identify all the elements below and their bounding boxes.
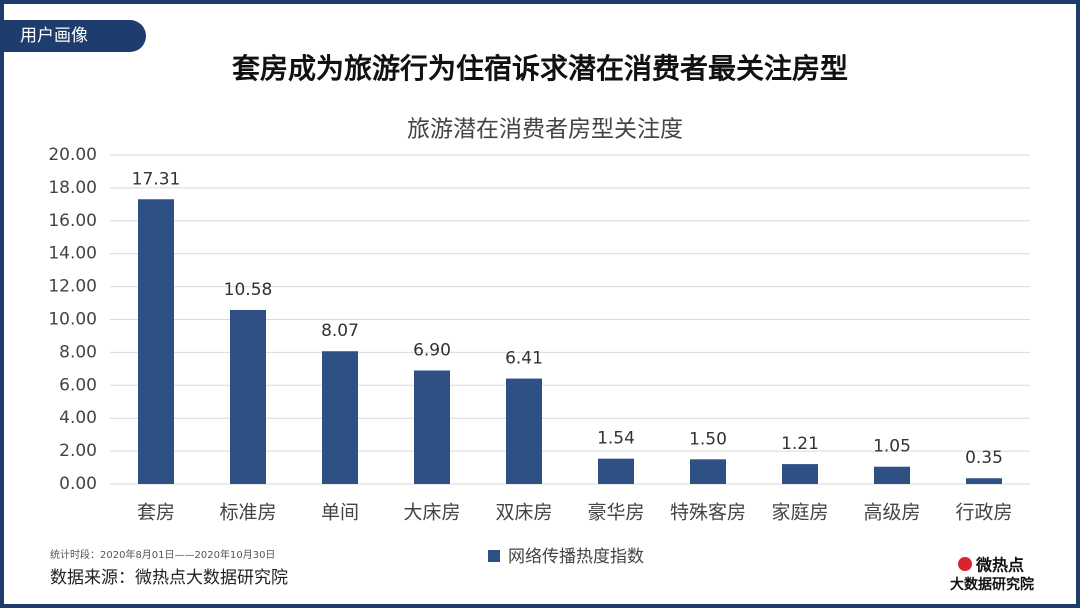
value-label: 10.58	[224, 280, 273, 300]
y-tick-label: 14.00	[48, 244, 97, 264]
legend-swatch	[488, 550, 500, 562]
value-label: 1.54	[597, 429, 635, 449]
x-tick-label: 高级房	[863, 502, 920, 524]
value-label: 0.35	[965, 448, 1003, 468]
bar	[230, 309, 266, 484]
y-tick-label: 10.00	[48, 310, 97, 330]
y-tick-label: 2.00	[59, 441, 97, 461]
x-tick-label: 标准房	[219, 502, 276, 524]
y-tick-label: 16.00	[48, 211, 97, 231]
bar	[598, 458, 634, 484]
period: 统计时段：2020年8月01日——2020年10月30日	[50, 548, 275, 561]
y-tick-label: 6.00	[59, 375, 97, 395]
value-label: 6.90	[413, 340, 451, 360]
value-label: 8.07	[321, 321, 359, 341]
x-tick-label: 家庭房	[771, 502, 828, 524]
tag-bg	[2, 20, 146, 52]
value-label: 17.31	[132, 169, 181, 189]
bar	[874, 466, 910, 484]
value-label: 6.41	[505, 349, 543, 369]
y-tick-label: 12.00	[48, 277, 97, 297]
x-tick-label: 豪华房	[587, 502, 644, 524]
page-title: 套房成为旅游行为住宿诉求潜在消费者最关注房型	[232, 52, 848, 85]
y-tick-label: 18.00	[48, 178, 97, 198]
bar	[506, 378, 542, 484]
x-tick-label: 行政房	[955, 502, 1012, 524]
y-tick-label: 0.00	[59, 474, 97, 494]
y-tick-label: 8.00	[59, 342, 97, 362]
bar	[322, 351, 358, 484]
value-label: 1.21	[781, 434, 819, 454]
bar	[138, 199, 174, 485]
y-tick-label: 20.00	[48, 145, 97, 165]
bar	[690, 459, 726, 484]
logo-bottom: 大数据研究院	[950, 576, 1034, 593]
logo-icon	[958, 557, 972, 571]
bar	[782, 464, 818, 484]
tag: 用户画像	[20, 26, 88, 46]
x-tick-label: 特殊客房	[670, 502, 746, 524]
bar	[966, 478, 1002, 484]
value-label: 1.05	[873, 437, 911, 457]
x-tick-label: 大床房	[403, 502, 460, 524]
x-tick-label: 双床房	[495, 502, 552, 524]
x-tick-label: 单间	[321, 502, 359, 524]
chart-title: 旅游潜在消费者房型关注度	[407, 117, 683, 143]
value-label: 1.50	[689, 429, 727, 449]
logo-top: 微热点	[975, 556, 1024, 575]
x-tick-label: 套房	[137, 502, 175, 524]
bar	[414, 370, 450, 484]
y-tick-label: 4.00	[59, 408, 97, 428]
legend-label: 网络传播热度指数	[508, 547, 644, 567]
source: 数据来源：微热点大数据研究院	[50, 568, 288, 588]
